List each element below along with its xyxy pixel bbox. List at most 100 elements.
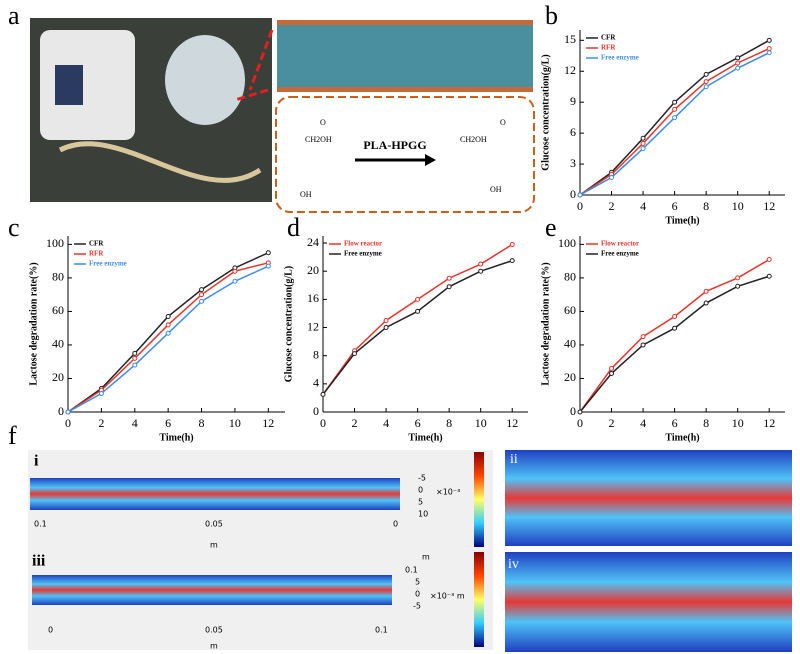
y-tick-label: 40 xyxy=(52,337,64,351)
x-tick-label: 12 xyxy=(763,416,775,430)
y-tick-label: 16 xyxy=(307,291,319,305)
x-tick-label: 8 xyxy=(199,416,205,430)
x-tick-label: 12 xyxy=(763,199,775,213)
chem-label: O xyxy=(500,118,506,127)
legend-label: Flow reactor xyxy=(344,240,382,248)
x-tick-label: 2 xyxy=(352,416,358,430)
y-axis-label: Glucose concentration(g/L) xyxy=(540,54,551,170)
marker xyxy=(672,325,678,331)
sim-tick: 0.1 xyxy=(34,520,47,529)
y-axis-label: Glucose concentration(g/L) xyxy=(283,266,294,382)
y-tick-label: 20 xyxy=(307,263,319,277)
x-tick-label: 12 xyxy=(506,416,518,430)
chem-label: OH xyxy=(490,185,502,194)
sim-tick: 5 xyxy=(418,498,423,507)
marker xyxy=(609,365,615,371)
marker xyxy=(703,288,709,294)
colorbar xyxy=(474,452,484,547)
marker xyxy=(232,278,238,284)
x-tick-label: 0 xyxy=(320,416,326,430)
marker xyxy=(640,334,646,340)
marker xyxy=(766,50,772,56)
x-tick-label: 2 xyxy=(609,199,615,213)
series-line xyxy=(322,243,513,395)
marker xyxy=(640,140,646,146)
pump-screen xyxy=(55,65,83,105)
x-tick-label: 6 xyxy=(415,416,421,430)
series-line xyxy=(67,262,269,413)
reactor-wall xyxy=(277,87,533,92)
arrow-head xyxy=(425,154,436,166)
sim-tick: 5 xyxy=(415,578,420,587)
x-tick-label: 10 xyxy=(732,416,744,430)
marker xyxy=(165,322,171,328)
series-line xyxy=(579,258,770,413)
marker xyxy=(640,146,646,152)
sim-tick: 0.05 xyxy=(205,626,223,635)
pump xyxy=(40,30,135,140)
sim-iv xyxy=(505,552,792,652)
reactor-wall xyxy=(277,20,533,25)
marker xyxy=(766,37,772,43)
series-line xyxy=(579,52,770,196)
legend-label: Free enzyme xyxy=(601,54,639,62)
marker xyxy=(672,99,678,105)
marker xyxy=(640,135,646,141)
panel-label: b xyxy=(545,1,558,30)
reaction-box xyxy=(275,96,535,213)
y-tick-label: 0 xyxy=(313,404,319,418)
y-axis-label: Lactose degradation rate(%) xyxy=(540,262,551,385)
marker xyxy=(352,351,358,357)
marker xyxy=(383,325,389,331)
marker xyxy=(383,317,389,323)
sim-tick: -5 xyxy=(418,474,426,483)
zoom-line xyxy=(234,29,274,102)
marker xyxy=(415,308,421,314)
marker xyxy=(478,268,484,274)
sim-tick: 0 xyxy=(393,520,398,529)
marker xyxy=(672,106,678,112)
marker xyxy=(478,261,484,267)
sim-unit: m xyxy=(210,541,218,550)
sim-tick: 0.05 xyxy=(205,520,223,529)
sim-tick: 0 xyxy=(418,486,423,495)
marker xyxy=(766,256,772,262)
y-tick-label: 20 xyxy=(564,370,576,384)
legend-label: Free enzyme xyxy=(601,250,639,258)
x-tick-label: 2 xyxy=(609,416,615,430)
y-tick-label: 80 xyxy=(52,270,64,284)
marker xyxy=(446,275,452,281)
marker xyxy=(509,241,515,247)
marker xyxy=(672,115,678,121)
marker xyxy=(735,55,741,61)
y-tick-label: 0 xyxy=(570,187,576,201)
marker xyxy=(609,370,615,376)
x-tick-label: 2 xyxy=(98,416,104,430)
marker xyxy=(509,258,515,264)
x-tick-label: 6 xyxy=(672,199,678,213)
marker xyxy=(703,300,709,306)
sim-tick: 10 xyxy=(418,510,428,519)
x-axis-label: Time(h) xyxy=(665,215,699,226)
sim-tick: 0 xyxy=(48,626,53,635)
y-tick-label: 4 xyxy=(313,376,319,390)
stirrer xyxy=(165,35,245,125)
x-tick-label: 10 xyxy=(475,416,487,430)
sim-i xyxy=(30,478,400,510)
x-axis-label: Time(h) xyxy=(665,432,699,443)
marker xyxy=(703,79,709,85)
x-tick-label: 8 xyxy=(446,416,452,430)
sim-tick: 0 xyxy=(415,590,420,599)
sim-scale: ×10⁻³ xyxy=(436,488,460,497)
legend-label: CFR xyxy=(601,34,616,42)
legend-label: CFR xyxy=(89,240,104,248)
y-tick-label: 60 xyxy=(52,303,64,317)
x-tick-label: 8 xyxy=(703,199,709,213)
y-tick-label: 12 xyxy=(564,63,576,77)
marker xyxy=(132,355,138,361)
marker xyxy=(165,313,171,319)
marker xyxy=(199,298,205,304)
marker xyxy=(735,60,741,66)
chem-label: O xyxy=(320,118,326,127)
